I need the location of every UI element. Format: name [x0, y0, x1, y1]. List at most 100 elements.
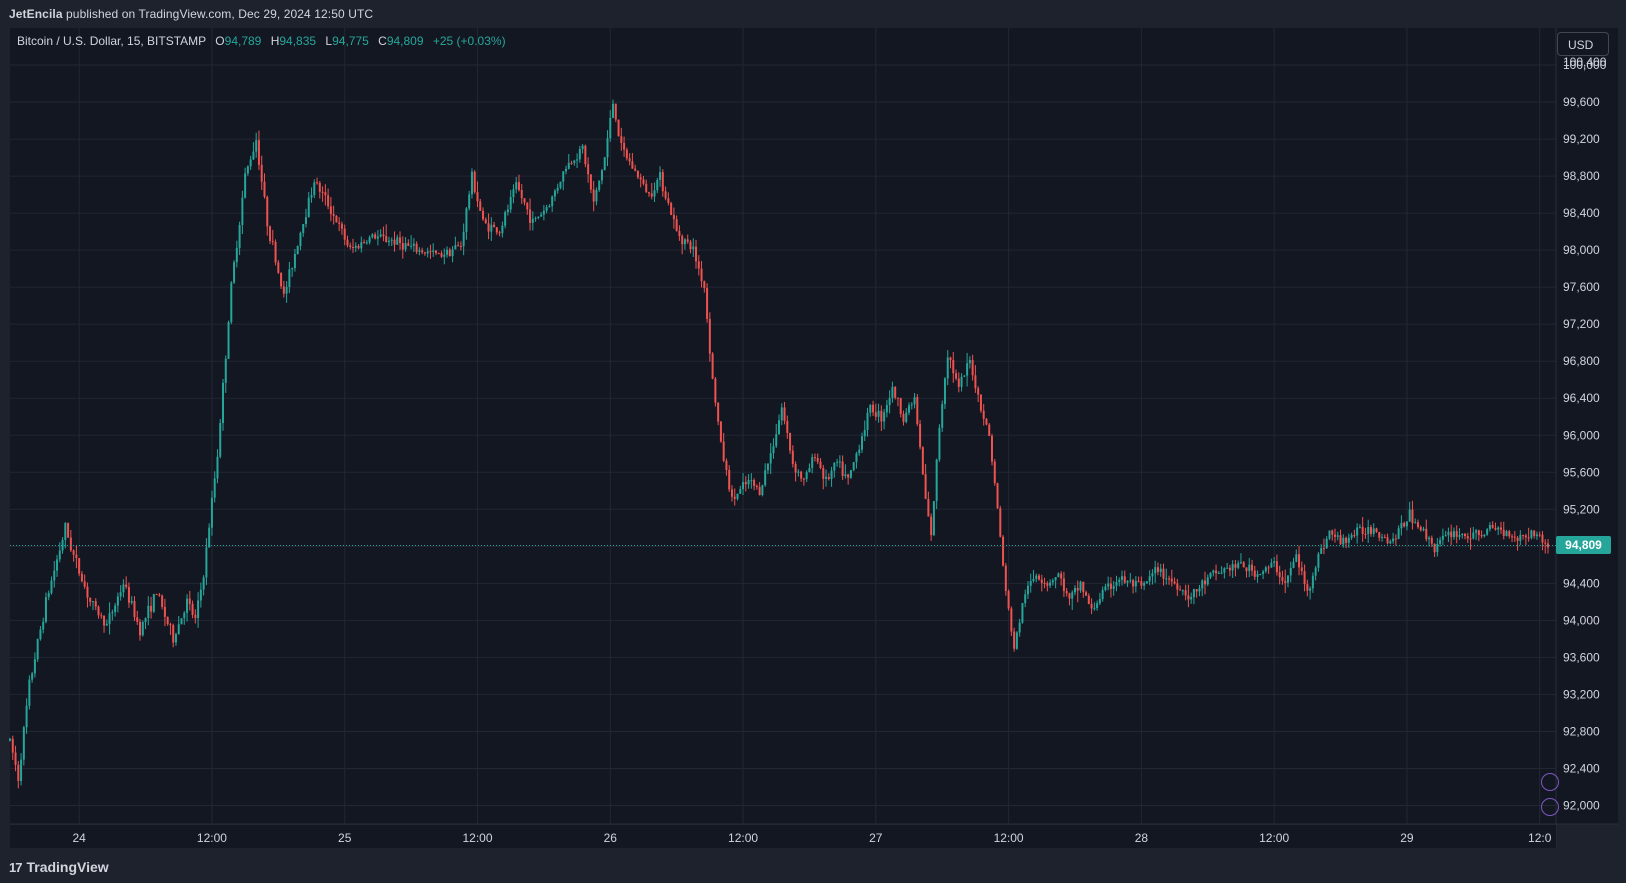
- indicator-circle-icon[interactable]: [1541, 773, 1559, 791]
- candle-body: [1284, 580, 1287, 583]
- candle-body: [1358, 526, 1361, 528]
- candle-body: [1475, 530, 1478, 533]
- candle-body: [125, 584, 128, 588]
- candle-body: [620, 136, 623, 144]
- author-name[interactable]: JetEncila: [9, 7, 63, 21]
- price-axis[interactable]: [1556, 28, 1618, 824]
- candle-body: [357, 245, 360, 249]
- candle-body: [1215, 570, 1218, 574]
- candle-body: [943, 378, 946, 405]
- candle-body: [412, 243, 415, 246]
- tradingview-mark-icon: 17: [9, 859, 23, 875]
- candle-body: [1035, 575, 1038, 580]
- candle-body: [371, 234, 374, 238]
- candle-body: [692, 246, 695, 250]
- candle-body: [1234, 564, 1237, 568]
- candle-body: [1046, 583, 1049, 586]
- candle-body: [282, 286, 285, 294]
- candle-body: [1309, 588, 1312, 591]
- indicator-circle-icon[interactable]: [1541, 798, 1559, 816]
- candle-body: [1098, 599, 1101, 604]
- candle-body: [1168, 578, 1171, 580]
- plot-area[interactable]: [10, 28, 1556, 824]
- candle-body: [462, 231, 465, 247]
- candle-body: [728, 470, 731, 490]
- candle-body: [221, 382, 224, 424]
- candle-body: [1228, 567, 1231, 571]
- candle-body: [9, 738, 11, 741]
- candle-body: [1068, 593, 1071, 599]
- candle-body: [1422, 528, 1425, 531]
- candle-body: [808, 467, 811, 473]
- candle-body: [244, 173, 247, 198]
- candlestick-chart[interactable]: 92,000 92,400 92,800 93,200 93,600 94,000 94,4…: [0, 0, 1626, 852]
- candle-body: [896, 397, 899, 399]
- candle-body: [1466, 536, 1469, 539]
- candle-body: [1107, 583, 1110, 587]
- candle-body: [852, 462, 855, 471]
- candle-body: [672, 214, 675, 220]
- price-tick-label: 95,200: [1563, 502, 1600, 516]
- candle-body: [963, 375, 966, 377]
- candle-body: [365, 242, 368, 244]
- candle-body: [567, 162, 570, 169]
- candle-body: [874, 412, 877, 417]
- candle-body: [495, 227, 498, 233]
- candle-body: [642, 179, 645, 184]
- high-label: H: [270, 34, 280, 48]
- candle-body: [778, 420, 780, 435]
- candle-body: [1317, 553, 1320, 568]
- candle-body: [841, 461, 844, 477]
- candle-body: [434, 250, 437, 254]
- candle-body: [1488, 525, 1491, 530]
- open-label: O: [215, 34, 225, 48]
- candle-body: [1447, 531, 1450, 536]
- candle-body: [404, 243, 407, 250]
- candle-body: [141, 622, 144, 636]
- candle-body: [1458, 535, 1461, 537]
- candle-body: [20, 759, 23, 781]
- candle-body: [1361, 526, 1364, 534]
- candle-body: [1065, 591, 1068, 594]
- candle-body: [1115, 582, 1118, 586]
- candle-body: [1079, 581, 1082, 591]
- candle-body: [993, 461, 996, 484]
- candle-body: [459, 246, 462, 248]
- candle-body: [119, 592, 122, 597]
- time-axis[interactable]: [10, 825, 1556, 848]
- candle-body: [332, 214, 335, 216]
- candle-body: [277, 262, 280, 273]
- publish-bar: JetEncila published on TradingView.com, …: [0, 0, 1626, 28]
- candle-body: [1408, 509, 1411, 522]
- candle-body: [61, 539, 64, 551]
- candle-body: [1278, 572, 1281, 578]
- candle-body: [1419, 527, 1422, 531]
- candle-body: [1057, 573, 1060, 578]
- candle-body: [647, 192, 650, 194]
- candle-body: [833, 462, 836, 471]
- candle-body: [257, 140, 260, 165]
- candle-body: [830, 470, 833, 480]
- candle-body: [1400, 522, 1403, 529]
- candle-body: [1159, 568, 1162, 572]
- candle-body: [825, 476, 828, 479]
- candle-body: [89, 597, 92, 602]
- candle-body: [482, 210, 485, 220]
- candle-body: [800, 471, 803, 479]
- candle-body: [1038, 575, 1041, 580]
- tradingview-logo[interactable]: 17 TradingView: [9, 859, 109, 875]
- candle-body: [1311, 575, 1314, 589]
- symbol-title[interactable]: Bitcoin / U.S. Dollar, 15, BITSTAMP: [17, 34, 206, 48]
- open-value: 94,789: [224, 34, 262, 48]
- candle-body: [1248, 564, 1251, 572]
- candle-body: [274, 241, 277, 263]
- time-tick-label: 27: [869, 831, 883, 845]
- candle-body: [1060, 573, 1063, 579]
- candle-body: [210, 497, 213, 528]
- candle-body: [197, 600, 200, 619]
- candle-body: [1032, 579, 1035, 581]
- candle-body: [1184, 590, 1187, 596]
- candle-body: [335, 215, 338, 223]
- currency-button[interactable]: USD: [1557, 32, 1609, 56]
- candle-body: [343, 228, 346, 240]
